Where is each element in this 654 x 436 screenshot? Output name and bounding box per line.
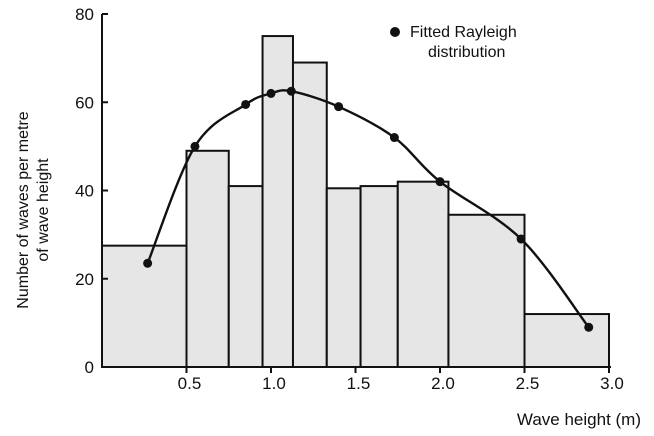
histogram-bar-3 [227,185,264,368]
x-tick-label: 1.0 [262,374,286,393]
legend-label-line1: Fitted Rayleigh [410,24,517,41]
x-tick-label: 1.5 [347,374,371,393]
x-tick-label: 2.0 [431,374,455,393]
rayleigh-point [266,88,276,98]
rayleigh-point [286,86,296,96]
rayleigh-point [241,99,251,109]
histogram-bar-8 [396,180,450,368]
rayleigh-point [389,133,399,143]
histogram-bar-4 [261,35,294,368]
legend-label-line2: distribution [428,44,505,61]
y-axis-label-line1: Number of waves per metre [15,111,32,309]
y-tick-label: 20 [75,270,94,289]
histogram-bars [101,35,610,368]
histogram-bar-5 [291,61,328,368]
rayleigh-point [516,234,526,244]
x-axis-label: Wave height (m) [517,410,641,429]
y-tick-label: 40 [75,182,94,201]
rayleigh-point [190,141,200,151]
histogram-bar-6 [325,187,362,368]
x-tick-label: 2.5 [516,374,540,393]
rayleigh-point [584,322,594,332]
x-ticks: 0.5 1.0 1.5 2.0 2.5 3.0 [178,367,624,393]
x-tick-label: 3.0 [600,374,624,393]
histogram-bar-2 [185,149,230,368]
x-tick-label: 0.5 [178,374,202,393]
rayleigh-point [435,177,445,187]
rayleigh-curve [146,89,590,329]
histogram-bar-9 [447,213,526,368]
legend: Fitted Rayleigh distribution [390,24,517,61]
y-tick-label: 60 [75,93,94,112]
rayleigh-points [143,86,594,332]
histogram-bar-10 [523,313,610,368]
histogram-bar-7 [359,185,399,368]
rayleigh-point [143,258,153,268]
y-ticks: 0 20 40 60 80 [75,5,108,377]
rayleigh-point [334,102,344,112]
y-axis-label-line2: of wave height [35,158,52,262]
y-tick-label: 0 [85,358,94,377]
legend-marker [390,27,400,37]
y-tick-label: 80 [75,5,94,24]
